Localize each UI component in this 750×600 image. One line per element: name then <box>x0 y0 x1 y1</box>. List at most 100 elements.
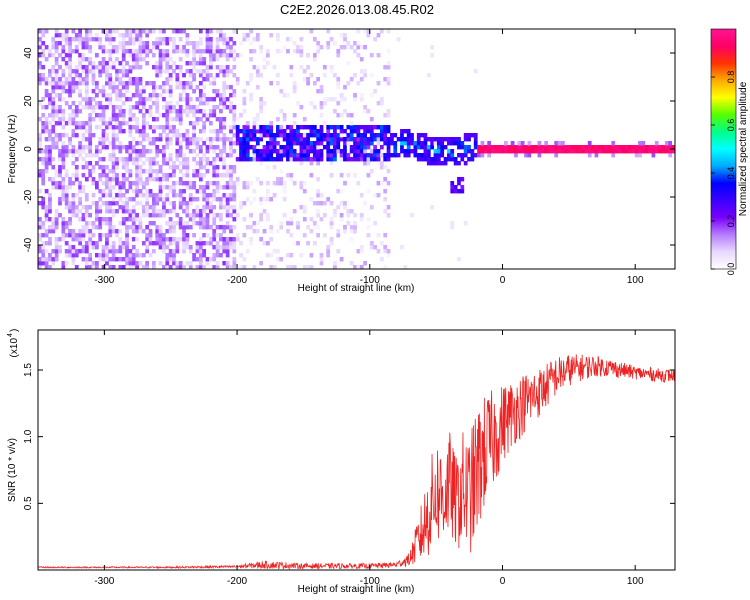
spectrogram-cell <box>115 193 119 198</box>
spectrogram-cell <box>81 173 86 178</box>
spectrogram-cell <box>118 181 123 186</box>
spectrogram-cell <box>219 217 223 222</box>
spectrogram-cell <box>219 233 223 238</box>
spectrogram-cell <box>276 177 280 182</box>
spectrogram-cell <box>108 29 113 34</box>
spectrogram-cell <box>141 153 146 158</box>
spectrogram-cell <box>453 189 458 194</box>
spectrogram-cell <box>343 97 347 102</box>
spectrogram-cell <box>84 153 89 158</box>
spectrogram-cell <box>215 241 220 246</box>
spectrogram-cell <box>68 77 72 82</box>
spectrogram-cell <box>376 125 381 130</box>
spectrogram-cell <box>269 153 274 158</box>
spectrogram-cell <box>68 245 72 250</box>
spectrogram-cell <box>611 149 616 154</box>
spectrogram-cell <box>178 217 183 222</box>
spectrogram-cell <box>128 253 133 258</box>
spectrogram-cell <box>302 69 307 74</box>
spectrogram-cell <box>64 37 69 42</box>
spectrogram-cell <box>269 137 274 142</box>
spectrogram-cell <box>205 257 210 262</box>
spectrogram-cell <box>151 141 156 146</box>
spectrogram-cell <box>68 185 72 190</box>
spectrogram-cell <box>379 145 384 150</box>
spectrogram-cell <box>279 169 284 174</box>
spectrogram-cell <box>172 133 176 138</box>
spectrogram-cell <box>61 153 66 158</box>
spectrogram-cell <box>98 101 103 106</box>
spectrogram-cell <box>61 221 66 226</box>
spectrogram-cell <box>457 153 461 158</box>
spectrogram-cell <box>225 45 230 50</box>
spectrogram-cell <box>145 137 150 142</box>
spectrogram-cell <box>289 129 294 134</box>
spectrogram-cell <box>222 133 227 138</box>
spectrogram-cell <box>162 205 166 210</box>
spectrogram-cell <box>78 241 82 246</box>
spectrogram-cell <box>165 265 170 270</box>
spectrogram-cell <box>172 37 176 42</box>
spectrogram-cell <box>322 213 327 218</box>
spectrogram-cell <box>141 121 146 126</box>
spectrogram-cell <box>379 241 384 246</box>
spectrogram-cell <box>611 141 616 146</box>
spectrogram-cell <box>202 165 207 170</box>
spectrogram-cell <box>269 145 274 150</box>
spectrogram-cell <box>71 173 76 178</box>
spectrogram-cell <box>333 41 337 46</box>
spectrogram-cell <box>182 85 186 90</box>
spectrogram-cell <box>64 205 69 210</box>
spectrogram-cell <box>44 205 49 210</box>
spectrogram-cell <box>188 149 193 154</box>
spectrogram-cell <box>668 145 673 150</box>
spectrogram-cell <box>205 169 210 174</box>
spectrogram-cell <box>108 57 113 62</box>
spectrogram-cell <box>205 241 210 246</box>
spectrogram-cell <box>74 49 79 54</box>
spectrogram-cell <box>426 145 431 150</box>
spectrogram-cell <box>131 189 136 194</box>
spectrogram-cell <box>148 29 153 34</box>
spectrogram-cell <box>641 149 646 154</box>
spectrogram-cell <box>232 237 237 242</box>
spectrogram-cell <box>306 81 310 86</box>
spectrogram-cell <box>379 161 384 166</box>
spectrogram-cell <box>158 245 163 250</box>
spectrogram-cell <box>145 245 150 250</box>
spectrogram-cell <box>54 133 59 138</box>
spectrogram-cell <box>252 137 257 142</box>
spectrogram-cell <box>138 57 143 62</box>
spectrogram-cell <box>242 233 247 238</box>
spectrogram-cell <box>172 257 176 262</box>
spectrogram-cell <box>433 149 438 154</box>
spectrogram-cell <box>38 257 42 262</box>
spectrogram-cell <box>376 141 381 146</box>
spectrogram-cell <box>182 237 186 242</box>
spectrogram-cell <box>115 173 119 178</box>
spectrogram-cell <box>188 121 193 126</box>
spectrogram-cell <box>356 133 361 138</box>
spectrogram-cell <box>212 173 217 178</box>
spectrogram-cell <box>91 165 96 170</box>
spectrogram-cell <box>349 157 354 162</box>
spectrogram-cell <box>249 93 253 98</box>
spectrogram-cell <box>272 141 277 146</box>
spectrogram-cell <box>145 189 150 194</box>
spectrogram-cell <box>312 105 317 110</box>
spectrogram-cell <box>101 233 106 238</box>
spectrogram-cell <box>379 153 384 158</box>
spectrogram-cell <box>58 109 62 114</box>
spectrogram-cell <box>480 145 485 150</box>
spectrogram-cell <box>292 157 297 162</box>
spectrogram-cell <box>195 61 200 66</box>
spectrogram-cell <box>282 45 287 50</box>
spectrogram-cell <box>88 113 93 118</box>
spectrogram-cell <box>41 181 46 186</box>
spectrogram-cell <box>108 205 113 210</box>
spectrogram-cell <box>38 65 42 70</box>
spectrogram-cell <box>151 65 156 70</box>
spectrogram-cell <box>88 233 93 238</box>
spectrogram-cell <box>88 57 93 62</box>
